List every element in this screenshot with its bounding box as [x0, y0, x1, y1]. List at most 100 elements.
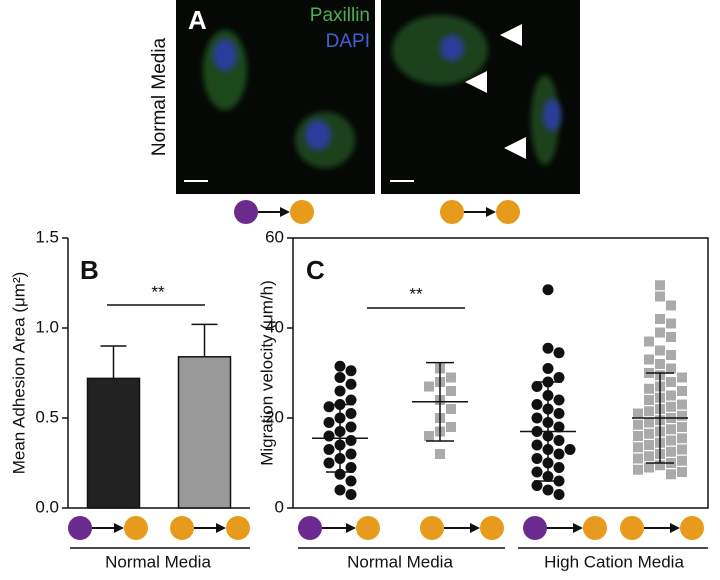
data-point: [345, 448, 357, 460]
data-point: [553, 408, 565, 419]
data-point: [323, 417, 335, 428]
arrow-head: [346, 523, 356, 533]
data-point: [677, 433, 687, 444]
data-point: [677, 399, 687, 410]
data-point: [655, 280, 665, 291]
y-tick-label: 1.5: [35, 227, 59, 246]
y-axis-label: Mean Adhesion Area (μm²): [9, 272, 28, 475]
data-point: [644, 417, 654, 428]
data-point: [553, 372, 565, 383]
data-point: [446, 404, 456, 414]
data-point: [644, 354, 654, 365]
data-point: [564, 444, 576, 455]
cell-icon: [290, 200, 314, 224]
bar: [177, 356, 232, 509]
data-point: [677, 467, 687, 477]
data-point: [677, 444, 687, 455]
data-point: [677, 455, 687, 466]
cell-icon: [68, 516, 92, 540]
data-point: [633, 453, 643, 464]
panel-label: C: [306, 255, 325, 285]
data-point: [666, 332, 676, 342]
cell-icon: [420, 516, 444, 540]
data-point: [644, 395, 654, 405]
data-point: [677, 422, 687, 432]
y-tick-label: 1.0: [35, 317, 59, 336]
micrograph-left: [176, 0, 375, 194]
data-point: [655, 359, 665, 369]
data-point: [644, 383, 654, 394]
data-point: [553, 435, 565, 446]
y-axis-label: Migration velocity (μm/h): [257, 280, 276, 466]
data-point: [666, 390, 676, 401]
stain-label: Paxillin: [310, 5, 370, 26]
micrograph-right: [381, 0, 580, 194]
cell-icon: [298, 516, 322, 540]
data-point: [446, 422, 456, 432]
cell-icon: [170, 516, 194, 540]
y-tick-label: 0: [275, 497, 284, 516]
arrow-head: [280, 207, 290, 217]
group-label: High Cation Media: [544, 552, 684, 571]
data-point: [345, 489, 357, 500]
data-point: [345, 365, 357, 377]
data-point: [553, 462, 565, 473]
data-point: [655, 345, 665, 356]
data-point: [633, 431, 643, 441]
data-point: [553, 347, 565, 359]
data-point: [553, 448, 565, 460]
arrow-head: [216, 523, 226, 533]
data-point: [666, 363, 676, 374]
data-point: [531, 381, 543, 392]
y-tick-label: 0.0: [35, 497, 59, 516]
data-point: [334, 484, 346, 496]
data-point: [666, 446, 676, 457]
data-point: [334, 360, 346, 372]
data-point: [677, 410, 687, 421]
data-point: [323, 457, 335, 469]
y-tick-label: 0.5: [35, 407, 59, 426]
data-point: [542, 342, 554, 354]
data-point: [542, 363, 554, 374]
data-point: [435, 449, 445, 459]
cell-icon: [496, 200, 520, 224]
arrow-head: [114, 523, 124, 533]
data-point: [553, 489, 565, 500]
data-point: [666, 469, 676, 480]
data-point: [345, 408, 357, 419]
group-label: Normal Media: [347, 552, 453, 571]
cell-icon: [680, 516, 704, 540]
data-point: [666, 435, 676, 446]
data-point: [666, 350, 676, 360]
data-point: [677, 386, 687, 396]
data-point: [345, 421, 357, 433]
data-point: [345, 462, 357, 473]
data-point: [644, 451, 654, 462]
data-point: [655, 327, 665, 338]
cell-icon: [234, 200, 258, 224]
plot-frame: [292, 237, 709, 509]
y-tick-label: 40: [265, 317, 284, 336]
arrow-head: [670, 523, 680, 533]
arrow-head: [486, 207, 496, 217]
cell-icon: [124, 516, 148, 540]
cell-icon: [583, 516, 607, 540]
data-point: [633, 442, 643, 453]
y-tick-label: 60: [265, 227, 284, 246]
data-point: [666, 424, 676, 435]
data-point: [644, 406, 654, 417]
significance: **: [151, 282, 165, 301]
data-point: [644, 462, 654, 473]
cell-icon: [226, 516, 250, 540]
data-point: [542, 284, 554, 296]
data-point: [633, 419, 643, 430]
data-point: [666, 318, 676, 329]
data-point: [531, 412, 543, 424]
significance: **: [409, 284, 423, 303]
data-point: [644, 428, 654, 439]
data-point: [531, 480, 543, 491]
data-point: [531, 453, 543, 464]
data-point: [553, 394, 565, 406]
row-label: Normal Media: [149, 37, 170, 156]
data-point: [345, 475, 357, 487]
